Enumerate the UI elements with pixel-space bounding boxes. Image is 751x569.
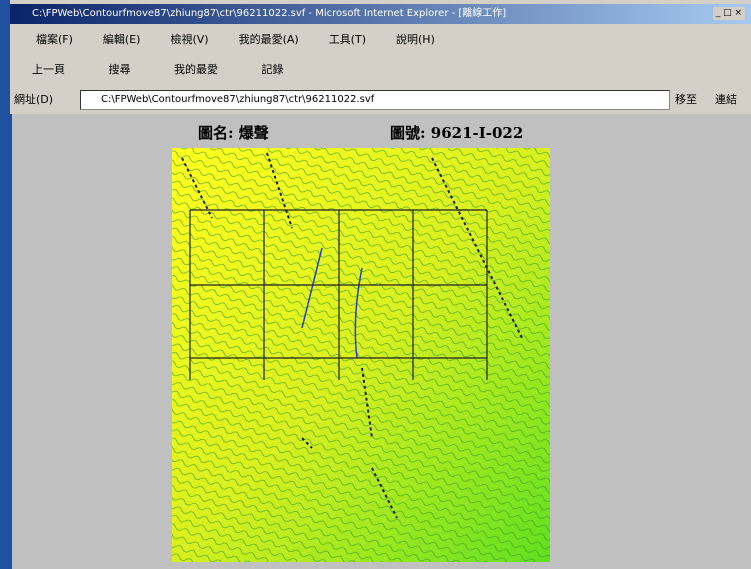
- search-button[interactable]: 搜尋: [108, 63, 131, 76]
- back-button[interactable]: 上一頁: [32, 63, 65, 76]
- menu-item[interactable]: 檔案(F): [36, 33, 73, 46]
- title-bar: C:\FPWeb\Contourfmove87\zhiung87\ctr\962…: [10, 4, 751, 24]
- map-number: 圖號: 9621-I-022: [390, 124, 524, 142]
- topo-map: [172, 148, 550, 562]
- go-button[interactable]: 移至: [675, 93, 697, 106]
- menu-item[interactable]: 我的最愛(A): [238, 33, 299, 46]
- streams: [301, 247, 363, 359]
- history-button[interactable]: 記錄: [261, 63, 284, 76]
- links-button[interactable]: 連結: [715, 93, 737, 106]
- left-edge: [0, 0, 10, 569]
- menu-item[interactable]: 工具(T): [328, 33, 366, 46]
- favorites-button[interactable]: 我的最愛: [174, 63, 218, 76]
- menu-bar: 檔案(F) 編輯(E) 檢視(V) 我的最愛(A) 工具(T) 說明(H): [10, 30, 439, 50]
- address-label: 網址(D): [14, 93, 54, 106]
- map-name: 圖名: 爆聲: [198, 124, 269, 142]
- menu-item[interactable]: 檢視(V): [170, 33, 209, 46]
- window-controls[interactable]: _ □ ×: [712, 7, 745, 20]
- menu-item[interactable]: 說明(H): [396, 33, 435, 46]
- index-grid: [189, 209, 488, 380]
- window-title: C:\FPWeb\Contourfmove87\zhiung87\ctr\962…: [32, 8, 507, 19]
- page-content: 圖名: 爆聲 圖號: 9621-I-022: [10, 114, 751, 569]
- toolbar: 上一頁 搜尋 我的最愛 記錄: [10, 58, 302, 82]
- menu-item[interactable]: 編輯(E): [102, 33, 141, 46]
- address-input[interactable]: C:\FPWeb\Contourfmove87\zhiung87\ctr\962…: [80, 90, 670, 110]
- address-bar: 網址(D) C:\FPWeb\Contourfmove87\zhiung87\c…: [10, 88, 751, 112]
